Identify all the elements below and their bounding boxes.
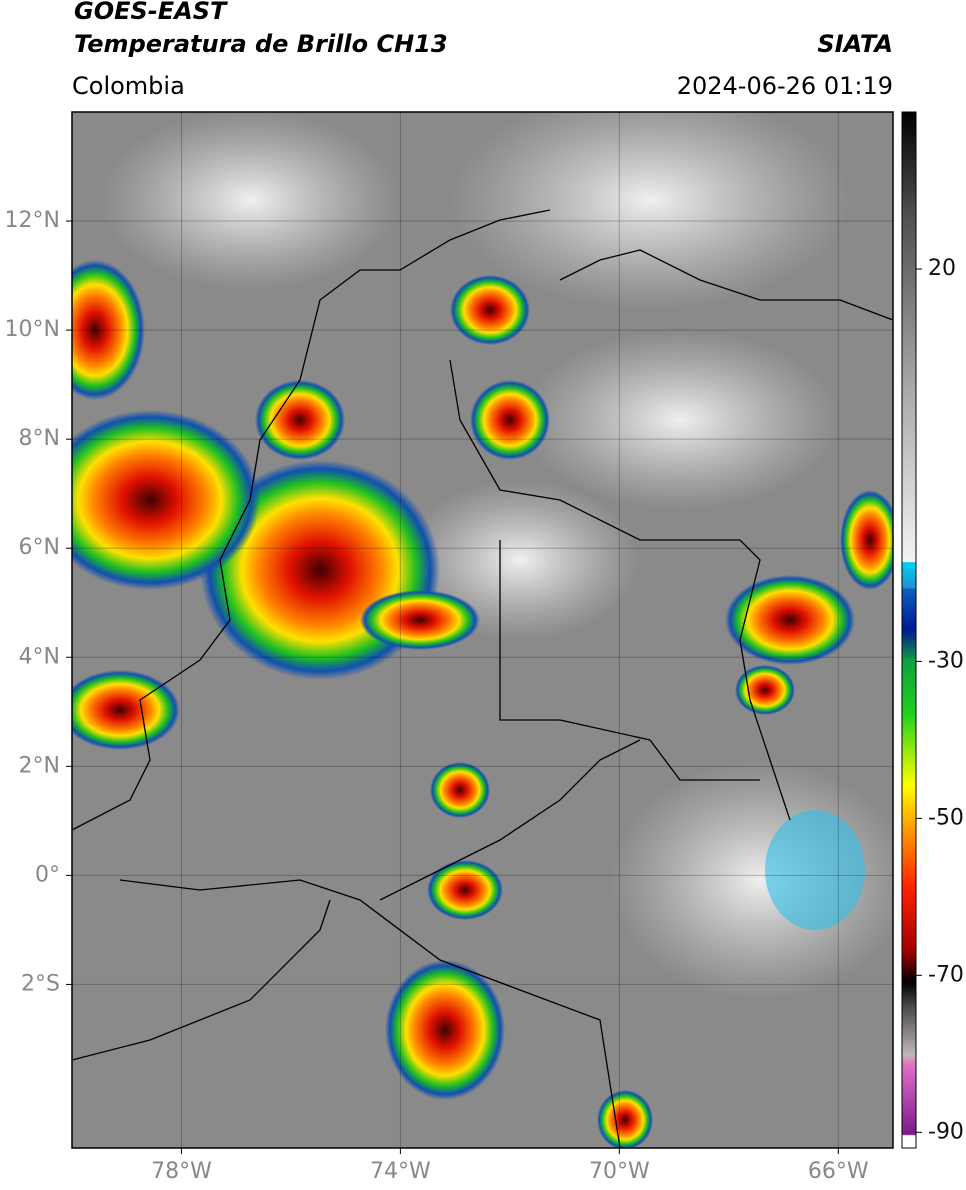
satellite-image: [72, 112, 893, 1148]
x-tick-label: 78°W: [151, 1159, 212, 1184]
colorbar-tick-label: -90: [928, 1119, 964, 1144]
map-frame: [71, 111, 894, 1149]
y-tick-label: 12°N: [5, 208, 60, 233]
colorbar-tick-label: -30: [928, 648, 964, 673]
colorbar-tick-label: 20: [928, 256, 956, 281]
x-tick-label: 70°W: [589, 1159, 650, 1184]
y-tick-label: 2°N: [19, 753, 60, 778]
y-tick-label: 0°: [35, 862, 60, 887]
title: GOES-EAST: [74, 0, 228, 25]
datetime: 2024-06-26 01:19: [677, 72, 893, 100]
colorbar-tick-label: -70: [928, 962, 964, 987]
y-tick-label: 10°N: [5, 317, 60, 342]
colorbar: [901, 111, 917, 1149]
source: SIATA: [817, 30, 893, 58]
y-tick-label: 8°N: [19, 426, 60, 451]
x-tick-label: 66°W: [808, 1159, 869, 1184]
subtitle: Temperatura de Brillo CH13: [74, 30, 448, 58]
y-tick-label: 4°N: [19, 644, 60, 669]
x-tick-label: 74°W: [370, 1159, 431, 1184]
region: Colombia: [72, 72, 185, 100]
colorbar-tick-label: -50: [928, 805, 964, 830]
y-tick-label: 2°S: [21, 971, 60, 996]
y-tick-label: 6°N: [19, 535, 60, 560]
